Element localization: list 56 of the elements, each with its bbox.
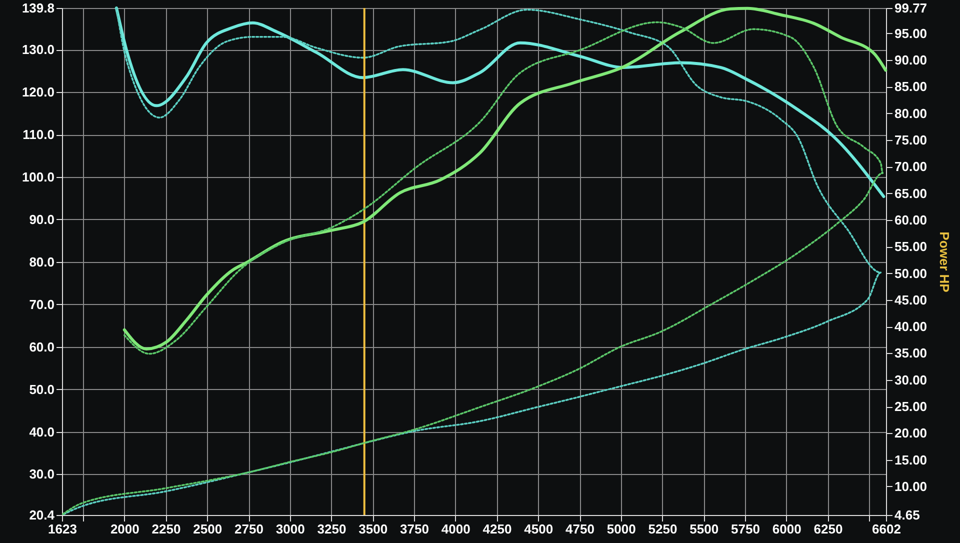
x-tick-label: 5250 (648, 522, 678, 536)
x-tick-label: 2250 (152, 522, 181, 536)
x-tick-label: 2000 (110, 522, 140, 536)
x-tick-label: 5500 (690, 522, 719, 536)
y-tick-label: 100.0 (22, 170, 54, 184)
y2-tick-label: 35.00 (894, 346, 928, 361)
x-tick-label: 4500 (524, 522, 554, 536)
y2-tick-label: 65.00 (894, 186, 928, 201)
y-tick-label: 50.0 (29, 382, 54, 397)
y2-tick-label: 75.00 (894, 132, 928, 148)
y2-tick-label: 30.00 (894, 372, 928, 388)
y2-tick-label: 45.00 (894, 292, 928, 308)
y-tick-label: 70.0 (29, 296, 54, 312)
y-tick-label: 120.0 (22, 84, 54, 100)
x-tick-label: 6250 (814, 522, 843, 536)
x-tick-label: 1623 (48, 522, 77, 536)
x-tick-label: 4250 (482, 522, 512, 536)
y2-tick-label: 20.00 (894, 426, 928, 441)
x-tick-label: 3000 (276, 522, 305, 536)
y2-axis-title: Power HP (937, 232, 952, 293)
y2-tick-label: 15.00 (894, 452, 928, 468)
y-tick-label: 90.0 (29, 212, 54, 227)
y2-tick-label: 10.00 (894, 478, 928, 494)
y2-tick-label: 4.65 (894, 508, 920, 522)
x-tick-label: 6602 (872, 522, 901, 536)
y-tick-label: 20.4 (29, 508, 56, 522)
line-series (114, 6, 886, 198)
line-series (122, 6, 888, 350)
y2-tick-label: 85.00 (894, 79, 928, 94)
x-tick-label: 4000 (441, 522, 470, 536)
y2-tick-label: 80.00 (894, 106, 928, 121)
y2-tick-label: 50.00 (894, 266, 928, 281)
y2-tick-label: 55.00 (894, 239, 928, 254)
x-tick-label: 5750 (731, 522, 760, 536)
y2-tick-label: 70.00 (894, 159, 928, 174)
y-tick-label: 60.0 (29, 339, 54, 354)
y2-tick-label: 99.77 (894, 0, 928, 16)
y-tick-label: 130.0 (22, 42, 54, 58)
x-tick-label: 2750 (234, 522, 264, 536)
y-tick-label: 40.0 (29, 424, 54, 440)
x-tick-label: 3750 (400, 522, 429, 536)
y-tick-label: 110.0 (22, 127, 54, 142)
y2-tick-label: 25.00 (894, 399, 928, 414)
x-tick-label: 4750 (566, 522, 594, 536)
x-tick-label: 5000 (606, 522, 636, 536)
x-tick-label: 2500 (193, 522, 222, 536)
y-tick-label: 139.8 (22, 0, 54, 16)
x-tick-label: 6000 (772, 522, 802, 536)
x-tick-label: 3500 (358, 522, 388, 536)
y2-tick-label: 95.00 (894, 26, 928, 41)
y2-tick-label: 60.00 (894, 212, 928, 228)
x-tick-label: 3250 (317, 522, 346, 536)
y-tick-label: 80.0 (29, 254, 54, 270)
y-tick-label: 30.0 (29, 466, 54, 482)
y2-tick-label: 40.00 (894, 319, 928, 334)
y2-tick-label: 90.00 (894, 52, 928, 68)
